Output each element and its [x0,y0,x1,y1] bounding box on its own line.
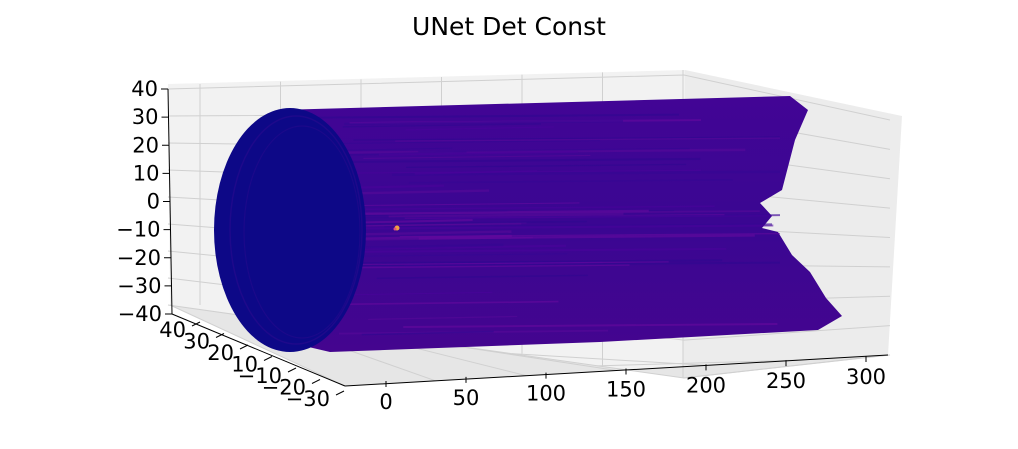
chart-title: UNet Det Const [412,12,606,41]
surface-streak [414,170,538,175]
surface-streak [361,330,494,336]
surface-streak [318,264,630,269]
surface-streak [326,139,600,145]
z-tick-label: 40 [131,77,158,101]
cylinder-end-cap-ring [229,115,363,345]
x-tick-label: 100 [526,382,566,406]
surface-streak [368,315,518,321]
surface-streak [348,247,727,253]
z-tick-label: −30 [117,274,161,298]
z-tick-label: 0 [147,190,160,214]
surface-streak [418,234,755,240]
z-tick-label: 20 [132,133,159,157]
z-tick-label: 30 [132,105,159,129]
hot-spot [393,227,397,231]
surface-streak [318,261,669,266]
surface-streak [306,148,746,155]
surface-streak [366,205,715,210]
surface-streaks [302,113,781,336]
y-tick-mark [335,390,345,396]
y-tick-mark [215,333,225,338]
grid-line [167,74,891,121]
x-tick-label: 150 [606,378,646,402]
surface-streak [408,179,733,184]
surface-streak [405,126,554,131]
x-axis-ticks: 0 50 100 150 200 250 300 [379,356,886,414]
surface-streak [318,113,679,119]
y-tick-label: 40 [159,318,186,342]
grid-line [597,359,798,367]
y-tick-mark [311,379,321,384]
surface-streak [353,224,774,230]
surface-streak [378,150,579,156]
cylinder-surface [214,96,842,352]
y-tick-label: 30 [183,330,210,354]
surface-streak [352,243,504,250]
z-axis-ticks: 40 30 20 10 0 −10 −20 −30 −40 [116,77,172,326]
surface-streak [353,136,781,141]
x-tick-label: 200 [686,373,726,397]
grid-line [169,304,346,387]
surface-streak [363,154,591,159]
y-tick-label: 10 [231,353,258,377]
z-tick-label: −20 [117,246,161,270]
surface-streak [395,137,781,142]
surface-streak [330,220,587,226]
surface-streak [403,323,778,329]
y-tick-mark [191,321,201,327]
y-tick-label: −10 [238,364,282,388]
x-tick-label: 0 [379,390,392,414]
surface-streak [326,202,580,207]
surface-streak [366,214,781,219]
surface-streak [388,212,624,218]
y-axis-line [171,313,346,387]
grid-line [682,354,889,379]
y-tick-label: −30 [286,387,330,411]
cylinder-end-cap [214,108,366,352]
surface-streak [344,119,624,126]
y-tick-mark [239,344,249,350]
x-tick-label: 300 [846,365,886,389]
y-tick-mark [287,367,297,373]
surface-streak [309,210,760,216]
surface-streak [406,163,687,169]
z-tick-label: 10 [133,161,160,185]
x-tick-label: 250 [766,369,806,393]
surface-streak [349,218,473,224]
cylinder-end-cap-ring [243,125,361,339]
floor-pane [170,305,888,386]
y-tick-mark [263,356,273,361]
surface-streak [321,300,559,306]
z-tick-label: −40 [118,302,162,326]
surface-streak [376,274,588,280]
surface-streak [391,170,781,176]
surface-streak [342,123,541,128]
surface-streak [418,147,690,153]
y-tick-label: 20 [207,341,234,365]
surface-body [278,96,842,352]
surface-streak [347,157,701,163]
x-axis-line [344,354,889,387]
surface-streak [359,261,781,267]
x-tick-label: 50 [453,386,480,410]
surface-streak [346,259,723,265]
y-tick-label: −20 [262,376,306,400]
surface-streak [341,189,490,195]
z-tick-label: −10 [116,218,160,242]
surface-streak [399,232,781,238]
surface-streak [350,230,512,236]
